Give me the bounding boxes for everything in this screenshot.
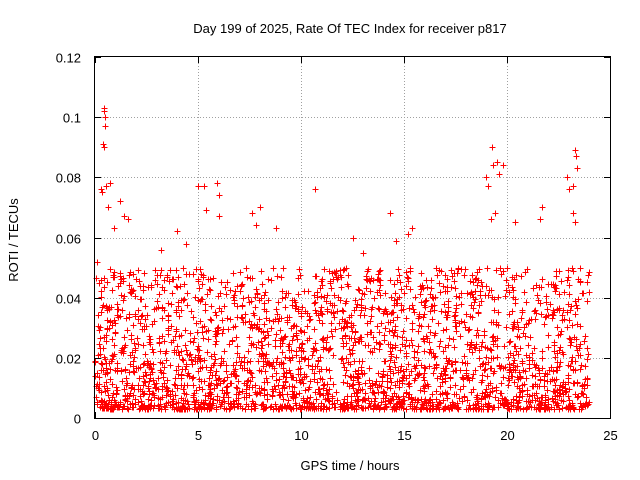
- data-point: [121, 213, 128, 220]
- data-point: [572, 219, 579, 226]
- data-point: [572, 147, 579, 154]
- data-point: [94, 259, 101, 266]
- chart-title: Day 199 of 2025, Rate Of TEC Index for r…: [193, 21, 506, 36]
- data-point: [393, 238, 400, 245]
- data-point: [360, 250, 367, 257]
- y-tick-label: 0.12: [56, 51, 81, 66]
- data-point: [158, 247, 165, 254]
- x-tick-label: 0: [92, 428, 99, 443]
- data-point: [564, 174, 571, 181]
- data-point: [566, 186, 573, 193]
- data-point: [405, 231, 412, 238]
- data-point: [537, 216, 544, 223]
- data-point: [216, 192, 223, 199]
- y-tick-label: 0.02: [56, 352, 81, 367]
- data-point: [273, 225, 280, 232]
- data-point: [496, 171, 503, 178]
- y-tick-label: 0.04: [56, 292, 81, 307]
- data-point: [492, 210, 499, 217]
- plot-frame: [94, 56, 611, 419]
- baseline-points: [92, 265, 593, 413]
- x-tick-label: 20: [500, 428, 514, 443]
- y-tick-label: 0: [74, 412, 81, 427]
- data-point: [117, 198, 124, 205]
- y-tick-label: 0.06: [56, 232, 81, 247]
- data-point: [101, 144, 108, 151]
- data-point: [214, 180, 221, 187]
- data-point: [102, 123, 109, 130]
- data-point: [103, 183, 110, 190]
- data-point: [350, 235, 357, 242]
- y-tick-label: 0.08: [56, 171, 81, 186]
- data-point: [257, 204, 264, 211]
- data-point: [485, 183, 492, 190]
- data-point: [99, 189, 106, 196]
- data-points: [92, 105, 593, 413]
- data-point: [253, 222, 260, 229]
- data-point: [100, 141, 107, 148]
- y-tick-label: 0.1: [63, 111, 81, 126]
- y-axis-label: ROTI / TECUs: [6, 198, 21, 282]
- data-point: [102, 114, 109, 121]
- data-point: [512, 219, 519, 226]
- data-point: [107, 180, 114, 187]
- data-point: [174, 228, 181, 235]
- data-point: [494, 159, 501, 166]
- grid-lines: [95, 57, 610, 418]
- data-point: [96, 280, 103, 287]
- data-point: [539, 204, 546, 211]
- data-point: [125, 216, 132, 223]
- data-point: [216, 213, 223, 220]
- data-point: [483, 174, 490, 181]
- x-tick-label: 15: [397, 428, 411, 443]
- x-axis-label: GPS time / hours: [301, 458, 400, 473]
- data-point: [570, 183, 577, 190]
- data-point: [409, 225, 416, 232]
- data-point: [573, 153, 580, 160]
- data-point: [249, 210, 256, 217]
- data-point: [203, 207, 210, 214]
- data-point: [574, 165, 581, 172]
- data-point: [98, 186, 105, 193]
- data-point: [111, 225, 118, 232]
- data-point: [500, 162, 507, 169]
- data-point: [488, 216, 495, 223]
- data-point: [183, 241, 190, 248]
- data-point: [490, 162, 497, 169]
- x-tick-label: 10: [294, 428, 308, 443]
- data-point: [387, 210, 394, 217]
- data-point: [101, 108, 108, 115]
- data-point: [201, 183, 208, 190]
- data-point: [489, 144, 496, 151]
- data-point: [195, 183, 202, 190]
- data-point: [570, 210, 577, 217]
- x-tick-label: 25: [603, 428, 617, 443]
- axis-ticks: 0 5 10 15 20 25 0 0.02 0.04 0.06 0.08 0.1 0.12: [56, 51, 618, 444]
- data-point: [105, 204, 112, 211]
- x-tick-label: 5: [195, 428, 202, 443]
- data-point: [312, 186, 319, 193]
